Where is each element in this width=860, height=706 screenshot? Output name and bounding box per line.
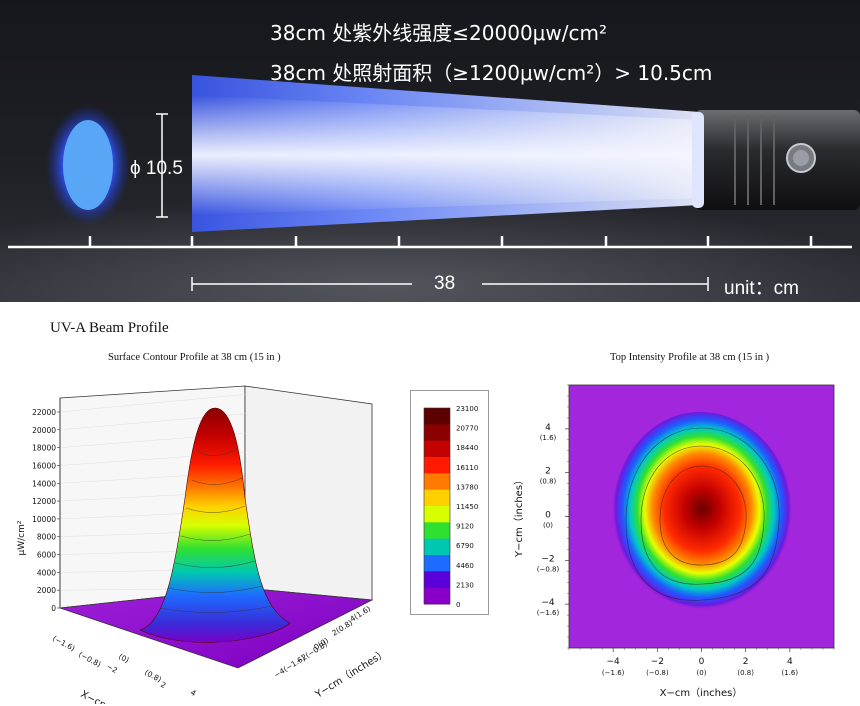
colorbar-tick-label: 11450 [456,503,478,511]
y-tick-label: −4(−1.6) [272,653,307,679]
flashlight-illustration [692,110,860,210]
heatmap-x-tick-label: −4 [607,657,621,667]
flashlight-banner: 38cm 处紫外线强度≤20000μw/cm² 38cm 处照射面积（≥1200… [0,0,860,302]
heatmap-y-tick-inch: (−0.8) [537,565,560,573]
heatmap-x-tick-inch: (1.6) [782,669,799,677]
z-tick-label: 6000 [37,551,56,560]
heatmap-x-tick-inch: (−0.8) [646,669,669,677]
beam-intensity-spot [612,412,793,614]
z-tick-label: 16000 [32,461,56,470]
colorbar-tick-label: 16110 [456,464,478,472]
heatmap-y-axis-label: Y−cm（inches） [513,475,525,558]
heatmap-y-tick-inch: (0.8) [540,478,557,486]
heatmap-x-tick-label: 0 [699,657,705,667]
heatmap-y-tick-inch: (1.6) [540,434,557,442]
distance-label: 38 [434,273,456,294]
y-tick-label: 2(0.8) [330,618,354,638]
unit-label: unit：cm [724,278,799,299]
z-tick-label: 20000 [32,426,56,435]
z-tick-label: 2000 [37,586,56,595]
heatmap-y-tick-label: 0 [545,511,551,521]
colorbar-tick-label: 23100 [456,405,478,413]
surface-contour-chart: 0 2000 4000 6000 8000 10000 12000 14000 16000 180… [17,385,389,704]
z-grid-line [59,394,246,413]
colorbar-tick-label: 2130 [456,581,474,589]
heatmap-x-tick-label: 4 [787,657,793,667]
colorbar-tick-label: 20770 [456,425,478,433]
heatmap-y-tick-label: 2 [545,467,551,477]
z-axis-label: μW/cm² [17,520,27,555]
colorbar-swatch [424,571,450,589]
x-tick-label: (−1.6) [51,634,77,653]
banner-graphic [0,0,860,302]
surface-peak [139,407,291,643]
top-intensity-chart: −4(−1.6)−2(−0.8)0(0)2(0.8)4(1.6) 4(1.6)2… [513,384,835,699]
colorbar-swatch [424,587,450,605]
colorbar-swatch [424,522,450,540]
colorbar-tick-label: 13780 [456,483,478,491]
x-axis-label: X−cm（inches） [79,688,158,704]
colorbar-swatch [424,457,450,474]
z-tick-label: 4000 [37,568,56,577]
colorbar-tick-label: 0 [456,601,460,609]
x-tick-label: (0.8) [143,668,163,684]
colorbar-tick-label: 6790 [456,542,474,550]
colorbar-swatch [424,538,450,556]
colorbar-swatch [424,555,450,572]
colorbar-swatch [424,489,450,507]
colorbar-swatch [424,408,450,425]
z-tick-label: 22000 [32,408,56,417]
x-tick-label: 4 [189,688,198,698]
colorbar-swatch [424,506,450,523]
heatmap-x-tick-label: −2 [651,657,664,667]
colorbar-swatch [424,473,450,491]
y-axis-label: Y−cm（inches） [312,647,389,701]
colorbar-frame [423,407,451,605]
profile-heading: UV-A Beam Profile [50,320,169,336]
colorbar-swatch [424,424,450,442]
heatmap-chart-title: Top Intensity Profile at 38 cm (15 in ) [610,352,770,363]
x-tick-label: 2 [159,680,168,690]
heatmap-y-tick-label: −2 [541,554,554,564]
heatmap-y-tick-label: −4 [541,598,555,608]
colorbar-swatch [424,440,450,458]
heatmap-x-axis-label: X−cm（inches） [660,687,743,699]
z-tick-label: 18000 [32,444,56,453]
heatmap-y-tick-inch: (0) [543,522,553,530]
colorbar-tick-label: 9120 [456,523,474,531]
heatmap-x-tick-inch: (0) [697,669,707,677]
x-tick-label: −2 [105,662,119,675]
colorbar-tick-label: 4460 [456,562,474,570]
irradiation-area-spec: 38cm 处照射面积（≥1200μw/cm²）> 10.5cm [270,61,713,85]
x-tick-label: (−0.8) [77,650,103,669]
heatmap-y-tick-inch: (−1.6) [537,609,560,617]
z-tick-label: 0 [51,604,56,613]
z-tick-label: 12000 [32,497,56,506]
colorbar: 23100 20770 18440 16110 13780 11450 9120 6790 44… [410,390,489,615]
z-tick-label: 10000 [32,515,56,524]
uv-intensity-spec: 38cm 处紫外线强度≤20000μw/cm² [270,21,607,45]
heatmap-x-tick-label: 2 [743,657,749,667]
heatmap-x-tick-inch: (0.8) [737,669,754,677]
z-tick-label: 8000 [37,533,56,542]
spot-diameter-label: ϕ 10.5 [130,158,183,179]
colorbar-tick-label: 18440 [456,444,478,452]
heatmap-y-tick-label: 4 [545,423,551,433]
heatmap-x-tick-inch: (−1.6) [602,669,625,677]
surface-chart-title: Surface Contour Profile at 38 cm (15 in … [108,352,281,363]
z-tick-label: 14000 [32,479,56,488]
x-tick-label: (0) [117,652,131,665]
